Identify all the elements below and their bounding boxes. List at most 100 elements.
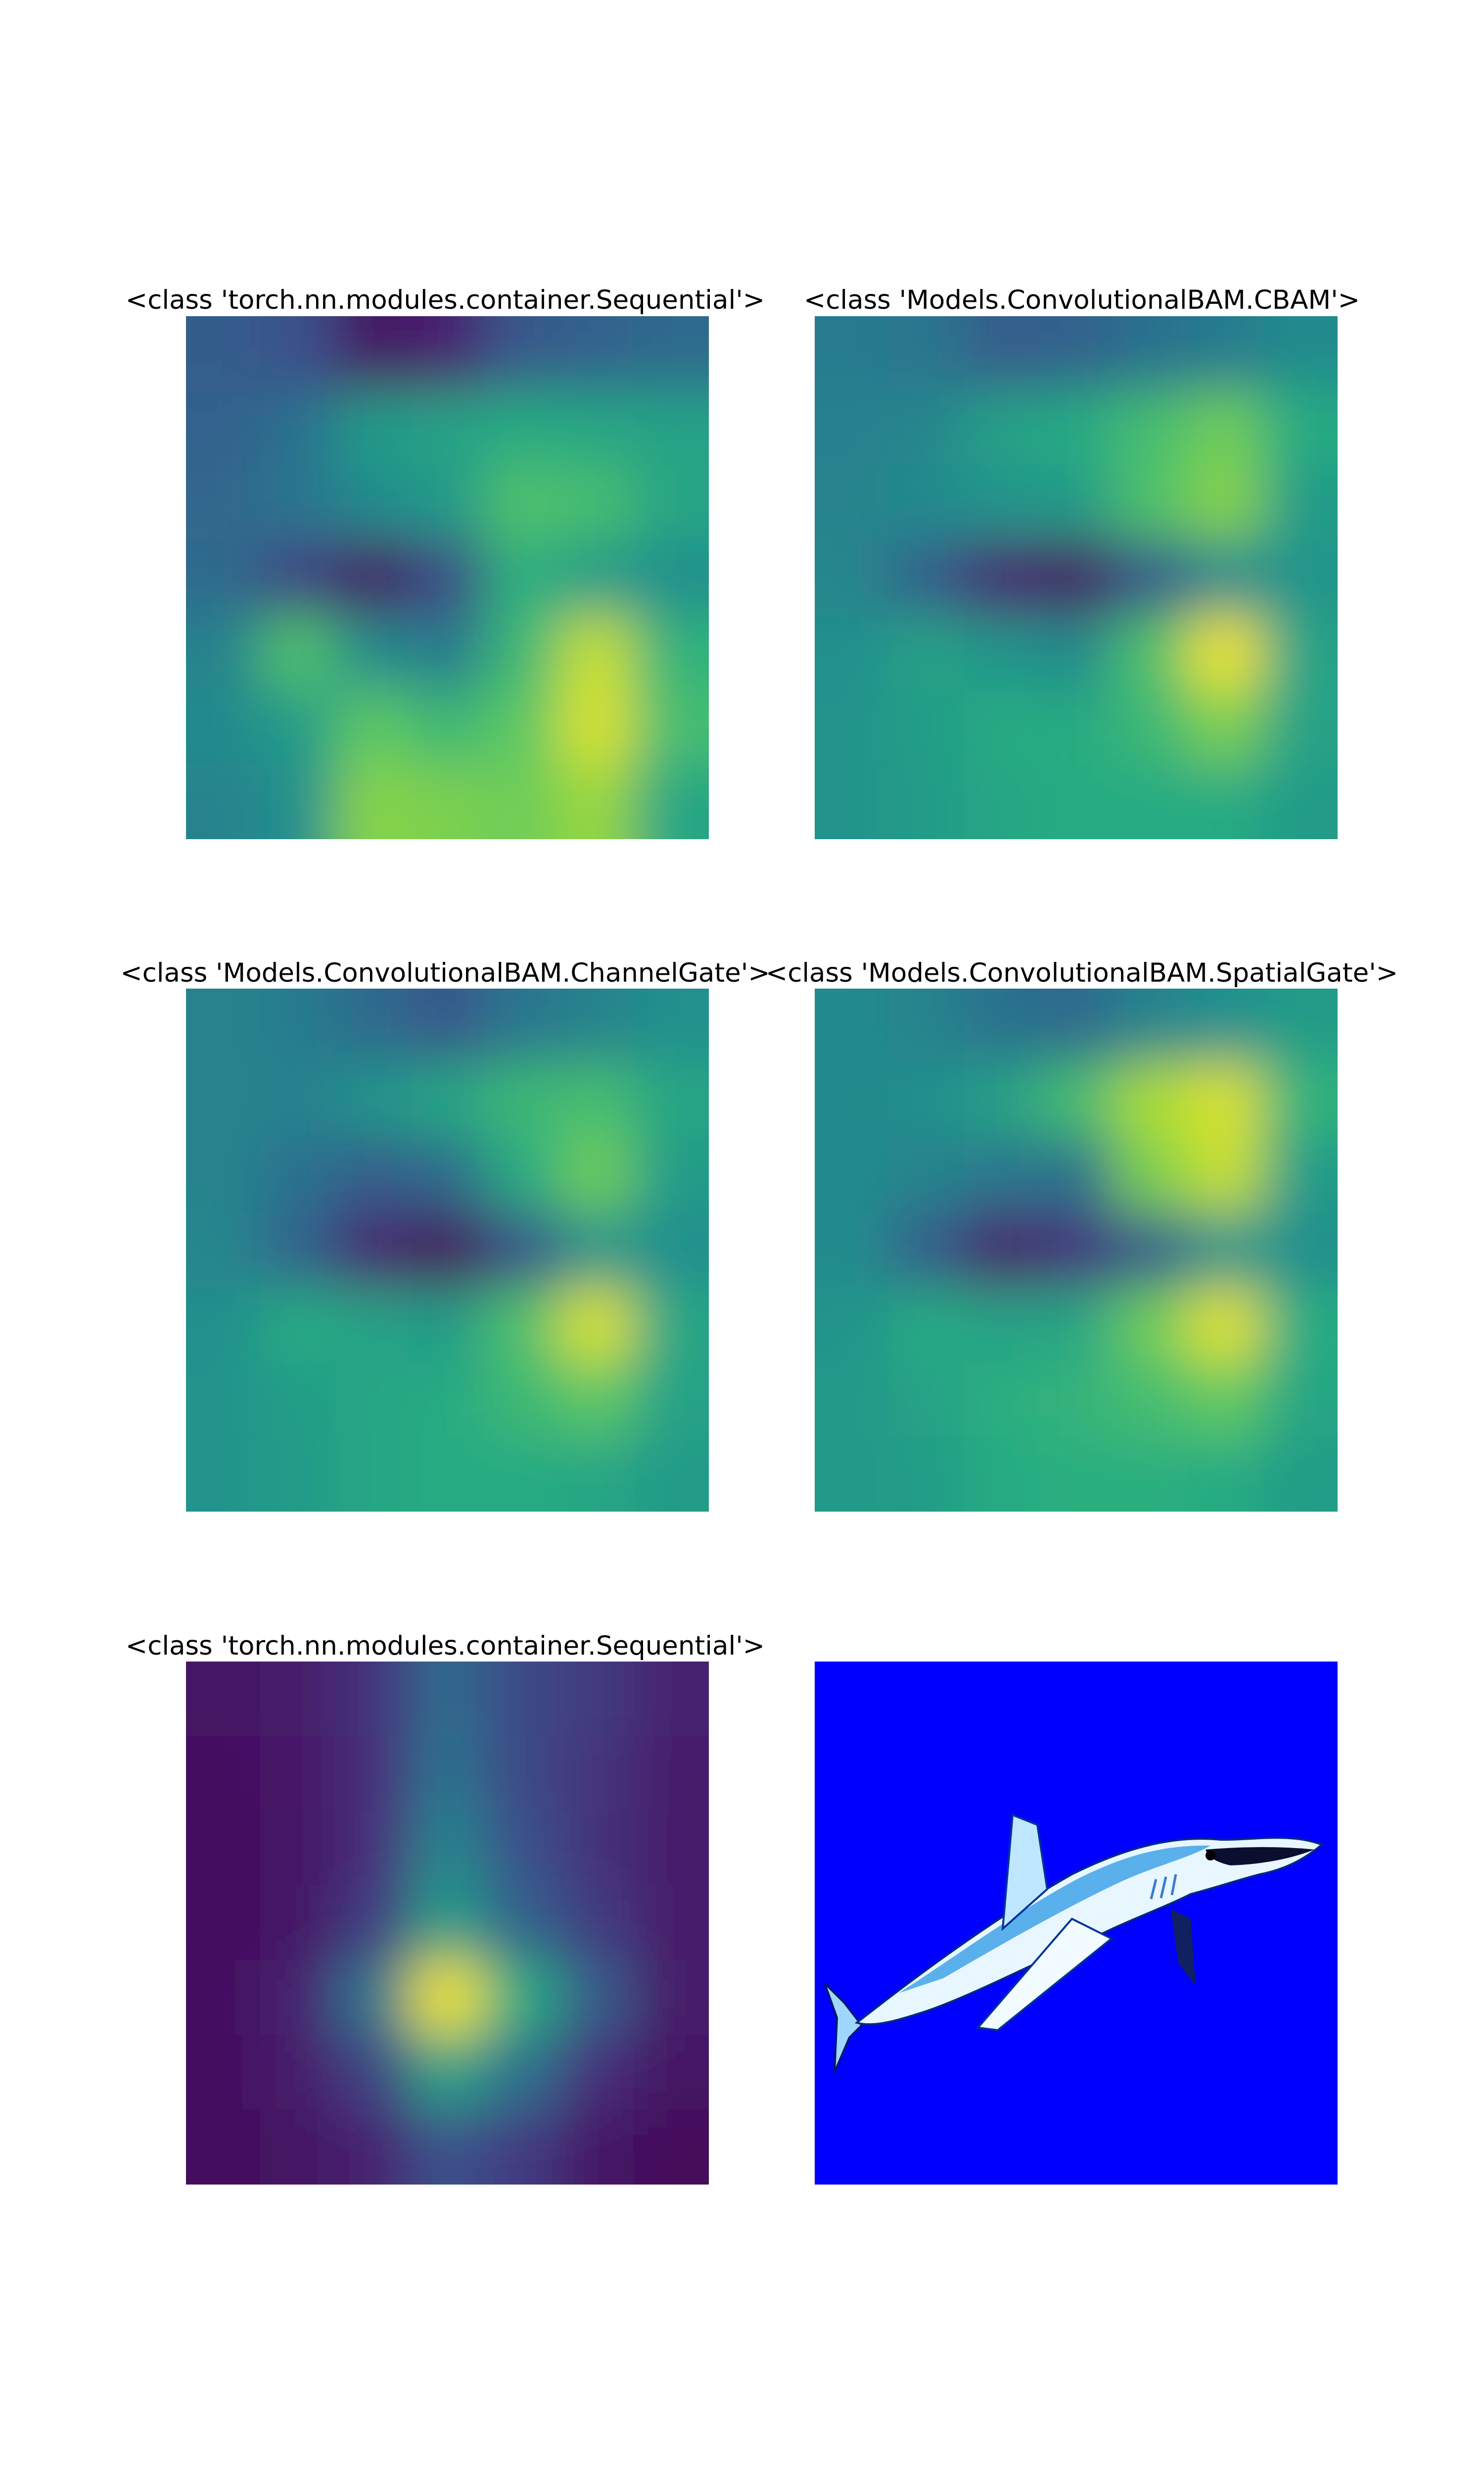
heatmap-cell-5-2	[335, 1362, 411, 1437]
heatmap-cell-4-5	[559, 615, 635, 690]
heatmap-cell-4-3	[1038, 615, 1114, 690]
heatmap-cell-6-3	[1038, 1511, 1114, 1512]
heatmap-cell-4-6	[708, 1287, 709, 1363]
heatmap-cell-3-2	[964, 540, 1039, 616]
heatmap-cell-2-1	[260, 1138, 336, 1213]
heatmap-cell-3-3	[410, 1212, 485, 1288]
heatmap-cell-5-5	[559, 689, 635, 765]
heatmap-cell-0-6	[708, 989, 709, 1064]
heatmap-cell-1-4	[484, 1063, 560, 1139]
heatmap-cell-6-6	[708, 764, 709, 839]
heatmap-cell-3-2	[964, 1212, 1039, 1288]
heatmap-cell-1-5	[559, 390, 635, 466]
heatmap-cell-0-3	[410, 1662, 485, 1737]
heatmap-cell-4-2	[964, 1287, 1039, 1363]
heatmap-cell-3-6	[1337, 540, 1338, 616]
heatmap-cell-5-5	[559, 2035, 635, 2110]
panel-title-5: <class 'torch.nn.modules.container.Seque…	[125, 1631, 765, 1661]
heatmap-cell-3-3	[1038, 1212, 1114, 1288]
heatmap-cell-6-1	[889, 1511, 965, 1512]
heatmap-cell-6-3	[410, 1436, 485, 1512]
heatmap-cell-6-2	[335, 2184, 411, 2185]
heatmap-cell-4-6	[708, 1960, 709, 2036]
heatmap-cell-1-0	[815, 1063, 890, 1139]
heatmap-cell-4-1	[889, 615, 965, 690]
heatmap-cell-3-4	[484, 1885, 560, 1961]
heatmap-cell-5-1	[260, 2035, 336, 2110]
heatmap-cell-2-1	[889, 1138, 965, 1213]
heatmap-cell-2-4	[484, 1810, 560, 1886]
heatmap-cell-2-2	[335, 465, 411, 541]
heatmap-cell-3-2	[335, 540, 411, 616]
heatmap-cell-6-6	[634, 2184, 709, 2185]
heatmap-cell-0-6	[1262, 989, 1338, 1064]
heatmap-panel-4	[815, 989, 1338, 1512]
heatmap-cell-2-0	[186, 1138, 261, 1213]
heatmap-cell-3-0	[815, 1212, 890, 1288]
heatmap-cell-2-6	[708, 465, 709, 541]
heatmap-cell-5-6	[634, 1362, 709, 1437]
heatmap-cell-0-3	[1038, 989, 1114, 1064]
heatmap-cell-6-1	[260, 2184, 336, 2185]
heatmap-cell-1-1	[889, 1063, 965, 1139]
heatmap-svg	[815, 989, 1338, 1512]
heatmap-cell-3-4	[484, 1212, 560, 1288]
heatmap-cell-4-1	[889, 1287, 965, 1363]
heatmap-cell-4-2	[335, 615, 411, 690]
heatmap-cell-6-5	[1188, 1436, 1263, 1512]
heatmap-cell-3-5	[559, 1885, 635, 1961]
heatmap-cell-6-0	[186, 2184, 261, 2185]
heatmap-cell-5-1	[260, 689, 336, 765]
heatmap-cell-0-2	[335, 989, 411, 1064]
heatmap-cell-3-5	[1188, 540, 1263, 616]
heatmap-cell-6-5	[559, 1511, 635, 1512]
heatmap-cell-0-6	[1262, 316, 1338, 391]
heatmap-cell-6-6	[708, 2109, 709, 2185]
heatmap-cell-1-3	[410, 1736, 485, 1811]
heatmap-panel-2	[815, 316, 1338, 839]
heatmap-cell-2-2	[335, 1810, 411, 1886]
heatmap-cell-3-2	[335, 1212, 411, 1288]
heatmap-cell-4-3	[410, 1960, 485, 2036]
heatmap-cell-4-0	[186, 615, 261, 690]
heatmap-cell-4-2	[335, 1287, 411, 1363]
heatmap-cell-3-5	[559, 1212, 635, 1288]
heatmap-cell-5-0	[186, 689, 261, 765]
heatmap-cell-2-6	[1262, 1138, 1338, 1213]
heatmap-cell-1-4	[1113, 1063, 1189, 1139]
heatmap-cell-2-3	[410, 465, 485, 541]
heatmap-cell-2-6	[1262, 465, 1338, 541]
heatmap-cell-6-2	[964, 764, 1039, 839]
heatmap-cell-6-0	[186, 1436, 261, 1512]
heatmap-cell-5-4	[484, 2035, 560, 2110]
heatmap-cell-3-2	[335, 1885, 411, 1961]
heatmap-cell-2-1	[260, 465, 336, 541]
heatmap-cell-6-0	[815, 1511, 890, 1512]
heatmap-cell-0-0	[186, 316, 261, 391]
heatmap-cell-0-4	[484, 1662, 560, 1737]
heatmap-cell-5-4	[484, 689, 560, 765]
heatmap-cell-6-6	[634, 2109, 709, 2185]
heatmap-cell-6-2	[964, 1511, 1039, 1512]
heatmap-cell-1-2	[964, 1063, 1039, 1139]
heatmap-cell-2-3	[1038, 465, 1114, 541]
heatmap-cell-2-6	[634, 1138, 709, 1213]
heatmap-cell-4-0	[186, 1287, 261, 1363]
heatmap-cell-3-3	[410, 1885, 485, 1961]
heatmap-cell-5-6	[708, 2035, 709, 2110]
heatmap-cell-5-5	[559, 1362, 635, 1437]
heatmap-svg	[186, 1662, 709, 2185]
heatmap-cell-6-6	[1262, 764, 1338, 839]
heatmap-cell-5-2	[335, 689, 411, 765]
heatmap-cell-5-2	[964, 689, 1039, 765]
heatmap-cell-0-2	[335, 316, 411, 391]
heatmap-cell-3-4	[1113, 540, 1189, 616]
heatmap-cell-1-6	[1262, 390, 1338, 466]
heatmap-cell-1-6	[1337, 390, 1338, 466]
heatmap-cell-5-6	[634, 2035, 709, 2110]
heatmap-cell-6-6	[1337, 1436, 1338, 1512]
heatmap-cell-4-4	[1113, 615, 1189, 690]
heatmap-cell-0-0	[815, 989, 890, 1064]
heatmap-cell-6-2	[335, 1511, 411, 1512]
heatmap-cell-1-6	[634, 1736, 709, 1811]
